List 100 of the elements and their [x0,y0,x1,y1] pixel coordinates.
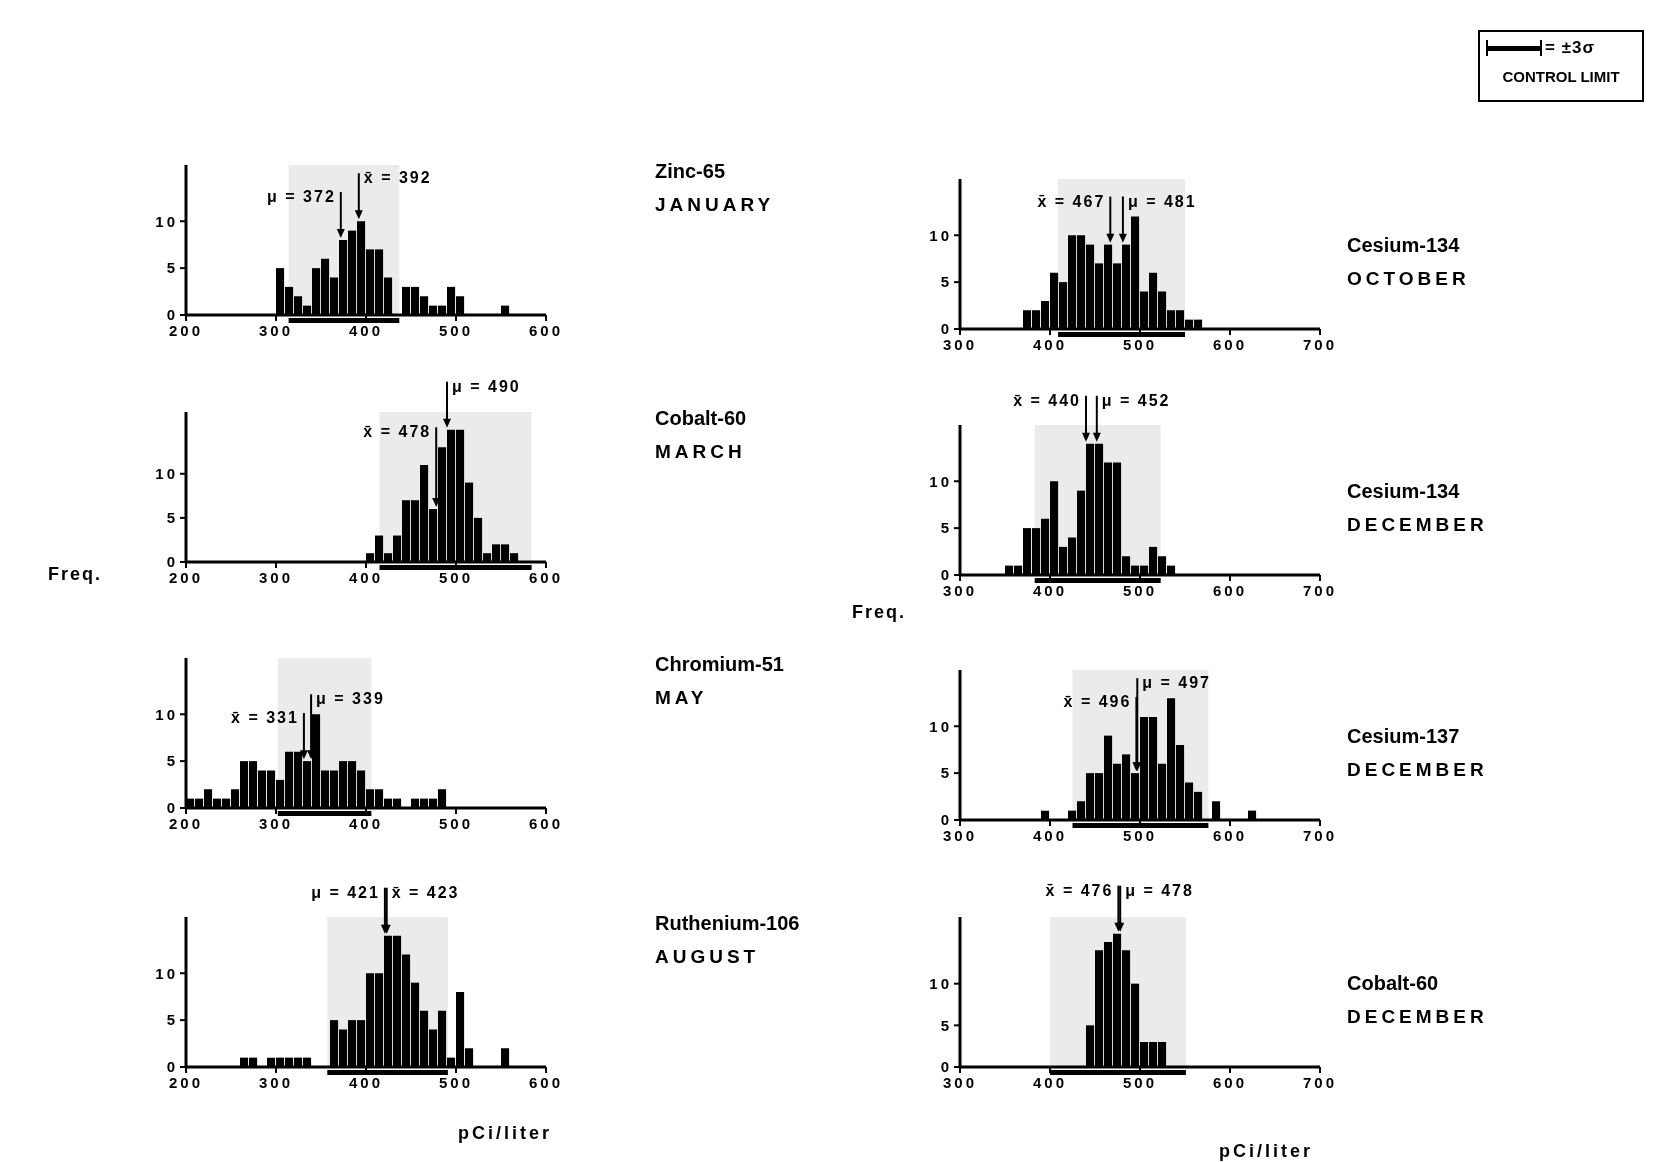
x-tick-label: 700 [1302,1073,1338,1091]
annotation: μ = 339 [316,690,385,708]
annotation: x̄ = 478 [363,423,432,441]
x-tick-label: 300 [942,1073,978,1091]
text: Cobalt-60 [1347,972,1439,995]
x-tick-label: 600 [1212,581,1248,599]
annotation: x̄ = 476 [1045,881,1114,899]
y-tick-label: 0 [940,566,952,584]
x-tick-label: 600 [1212,335,1248,353]
y-tick-label: 10 [155,964,178,982]
x-tick-label: 200 [168,568,204,586]
x-tick-label: 400 [1032,335,1068,353]
x-tick-label: 300 [258,568,294,586]
y-tick-label: 10 [155,212,178,230]
y-axis-title: Freq. [48,564,103,585]
y-tick-label: 5 [166,1011,178,1029]
text: JANUARY [655,194,775,216]
annotation: x̄ = 423 [391,883,460,901]
x-tick-label: 700 [1302,826,1338,844]
x-tick-label: 300 [942,335,978,353]
annotation: μ = 497 [1142,674,1212,692]
x-tick-label: 600 [528,1073,564,1091]
annotation: x̄ = 496 [1063,692,1132,710]
y-tick-label: 5 [940,1016,952,1034]
x-tick-label: 600 [1212,1073,1248,1091]
annotation: x̄ = 467 [1037,192,1106,210]
y-tick-label: 5 [166,509,178,527]
annotation: x̄ = 392 [363,169,432,187]
y-tick-label: 5 [940,519,952,537]
y-tick-label: 0 [166,306,178,324]
x-tick-label: 300 [258,814,294,832]
y-tick-label: 0 [940,811,952,829]
y-tick-label: 10 [929,717,952,735]
text: Cesium-134 [1347,234,1460,257]
y-tick-label: 0 [166,1058,178,1076]
x-tick-label: 600 [528,814,564,832]
x-tick-label: 500 [438,814,474,832]
text: DECEMBER [1347,759,1488,781]
text: MARCH [655,441,746,463]
x-axis-title: pCi/liter [458,1123,553,1144]
y-axis-title: Freq. [852,602,907,623]
text: Cesium-137 [1347,725,1460,748]
y-tick-label: 5 [940,273,952,291]
x-tick-label: 200 [168,1073,204,1091]
x-tick-label: 500 [438,568,474,586]
x-tick-label: 400 [1032,826,1068,844]
y-tick-label: 10 [929,974,952,992]
x-tick-label: 600 [1212,826,1248,844]
x-tick-label: 400 [348,568,384,586]
x-tick-label: 400 [1032,1073,1068,1091]
y-tick-label: 10 [155,465,178,483]
x-tick-label: 500 [1122,826,1158,844]
x-tick-label: 300 [258,321,294,339]
x-tick-label: 400 [348,321,384,339]
x-tick-label: 300 [258,1073,294,1091]
text: DECEMBER [1347,514,1488,536]
text: Ruthenium-106 [655,912,800,935]
text: Zinc-65 [655,160,726,183]
x-tick-label: 400 [348,1073,384,1091]
x-tick-label: 400 [348,814,384,832]
text: AUGUST [655,946,760,968]
text: Cesium-134 [1347,480,1460,503]
y-tick-label: 0 [940,1058,952,1076]
annotation: μ = 478 [1125,881,1194,899]
annotation: μ = 452 [1101,391,1171,409]
y-tick-label: 0 [940,320,952,338]
annotation: μ = 490 [452,377,521,395]
x-tick-label: 500 [1122,335,1158,353]
x-tick-label: 600 [528,568,564,586]
text: DECEMBER [1347,1006,1488,1028]
x-tick-label: 300 [942,826,978,844]
annotation: x̄ = 331 [231,709,299,727]
x-tick-label: 500 [1122,581,1158,599]
text: MAY [655,687,708,709]
y-tick-label: 10 [929,472,952,490]
annotation: μ = 481 [1127,192,1197,210]
x-tick-label: 500 [438,321,474,339]
annotation: x̄ = 440 [1013,391,1081,409]
y-tick-label: 10 [155,705,178,723]
text: Chromium-51 [655,653,784,676]
x-tick-label: 700 [1302,581,1338,599]
text: OCTOBER [1347,268,1470,290]
x-tick-label: 700 [1302,335,1338,353]
x-tick-label: 600 [528,321,564,339]
y-tick-label: 0 [166,799,178,817]
y-tick-label: 5 [166,259,178,277]
annotation: μ = 372 [267,188,336,205]
x-tick-label: 500 [438,1073,474,1091]
x-tick-label: 300 [942,581,978,599]
x-tick-label: 200 [168,814,204,832]
y-tick-label: 0 [166,553,178,571]
x-tick-label: 200 [168,321,204,339]
x-tick-label: 500 [1122,1073,1158,1091]
x-axis-title: pCi/liter [1219,1141,1314,1162]
text: = ±3σ [1545,38,1596,58]
y-tick-label: 5 [166,752,178,770]
y-tick-label: 10 [929,226,952,244]
x-tick-label: 400 [1032,581,1068,599]
text: Cobalt-60 [655,407,747,430]
y-tick-label: 5 [940,764,952,782]
